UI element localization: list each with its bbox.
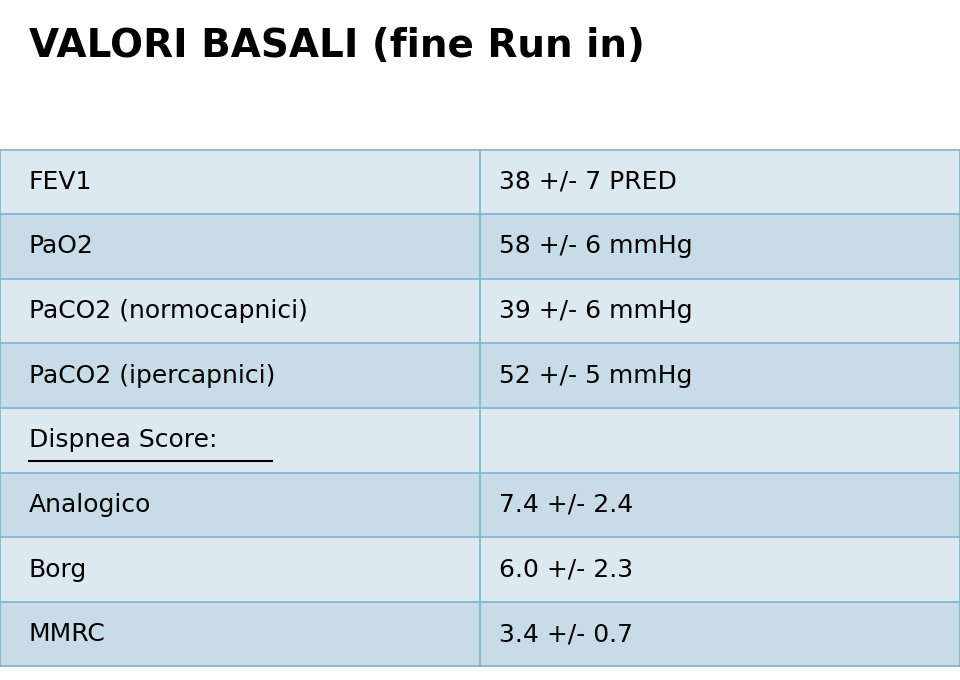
Text: 6.0 +/- 2.3: 6.0 +/- 2.3 xyxy=(499,558,634,581)
Text: MMRC: MMRC xyxy=(29,622,106,646)
Text: Analogico: Analogico xyxy=(29,493,151,517)
Bar xyxy=(0,408,480,473)
Text: Borg: Borg xyxy=(29,558,87,581)
Text: PaCO2 (normocapnici): PaCO2 (normocapnici) xyxy=(29,299,307,323)
Text: FEV1: FEV1 xyxy=(29,170,92,194)
Bar xyxy=(0,343,480,408)
Text: 38 +/- 7 PRED: 38 +/- 7 PRED xyxy=(499,170,677,194)
Text: PaCO2 (ipercapnici): PaCO2 (ipercapnici) xyxy=(29,364,276,388)
Bar xyxy=(0,279,480,343)
Text: Dispnea Score:: Dispnea Score: xyxy=(29,428,217,452)
Bar xyxy=(480,537,960,602)
Bar xyxy=(0,150,480,214)
Text: PaO2: PaO2 xyxy=(29,235,94,258)
Bar xyxy=(0,473,480,537)
Bar xyxy=(480,150,960,214)
Text: 7.4 +/- 2.4: 7.4 +/- 2.4 xyxy=(499,493,634,517)
Text: 39 +/- 6 mmHg: 39 +/- 6 mmHg xyxy=(499,299,693,323)
Text: 58 +/- 6 mmHg: 58 +/- 6 mmHg xyxy=(499,235,693,258)
Text: VALORI BASALI (fine Run in): VALORI BASALI (fine Run in) xyxy=(29,27,645,65)
Bar xyxy=(480,279,960,343)
Bar xyxy=(0,602,480,666)
Text: 52 +/- 5 mmHg: 52 +/- 5 mmHg xyxy=(499,364,692,388)
Bar xyxy=(0,537,480,602)
Bar xyxy=(480,473,960,537)
Bar xyxy=(480,214,960,279)
Bar xyxy=(0,214,480,279)
Bar xyxy=(480,408,960,473)
Bar xyxy=(480,602,960,666)
Bar xyxy=(480,343,960,408)
Text: 3.4 +/- 0.7: 3.4 +/- 0.7 xyxy=(499,622,634,646)
